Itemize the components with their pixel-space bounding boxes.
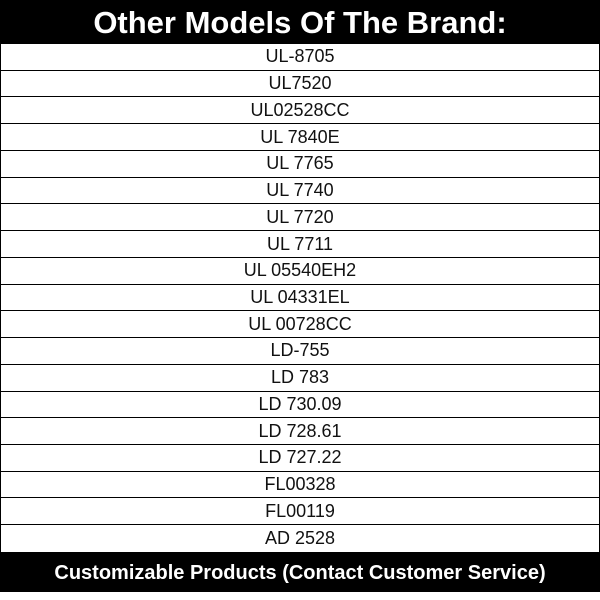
model-row: LD 727.22	[1, 445, 599, 472]
model-row: LD 730.09	[1, 392, 599, 419]
model-row: UL 7765	[1, 151, 599, 178]
header-title: Other Models Of The Brand:	[0, 0, 600, 44]
model-list: UL-8705 UL7520 UL02528CC UL 7840E UL 7765 UL …	[0, 44, 600, 552]
model-row: UL 04331EL	[1, 285, 599, 312]
model-row: UL 7711	[1, 231, 599, 258]
model-row: UL 05540EH2	[1, 258, 599, 285]
model-row: AD 2528	[264, 528, 336, 549]
model-row: UL 7740	[1, 178, 599, 205]
model-row: UL02528CC	[1, 97, 599, 125]
model-row: LD 783	[1, 365, 599, 392]
model-row: FL00328	[1, 472, 599, 499]
model-row: UL-8705	[1, 44, 599, 71]
model-row: UL 00728CC	[1, 311, 599, 339]
model-row: LD-755	[1, 338, 599, 365]
model-row: LD 728.61	[1, 418, 599, 446]
footer-note: Customizable Products (Contact Customer …	[0, 552, 600, 592]
model-row: UL 7720	[1, 204, 599, 232]
model-row: UL 7840E	[1, 124, 599, 151]
model-row: UL7520	[1, 71, 599, 98]
model-row: FL00119	[1, 498, 599, 526]
